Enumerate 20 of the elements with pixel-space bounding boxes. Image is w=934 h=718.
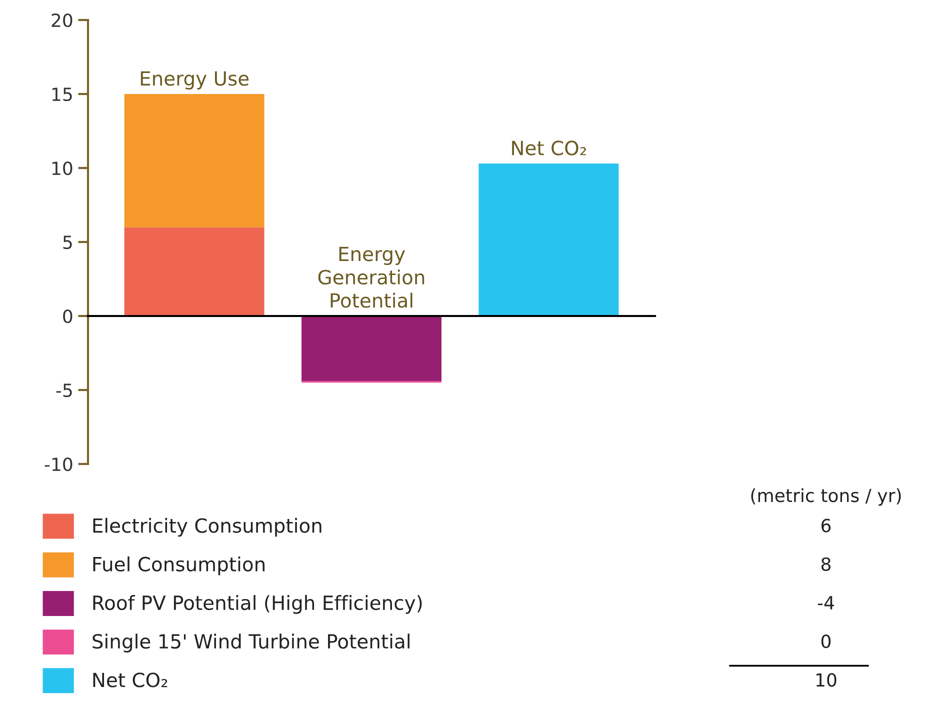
legend-label: Single 15' Wind Turbine Potential <box>92 634 410 652</box>
y-tick-label: 20 <box>52 13 72 28</box>
text: 0 <box>821 634 831 648</box>
legend-label: Fuel Consumption <box>93 556 265 576</box>
x-tick-label: Energy Use <box>140 71 249 90</box>
y-tick-label: -10 <box>44 457 72 472</box>
text: 8 <box>821 557 831 571</box>
y-tick-label: 10 <box>52 161 72 176</box>
legend-label: Roof PV Potential (High Efficiency) <box>93 595 422 614</box>
y-tick-label: 0 <box>63 309 72 324</box>
text: (metric tons / yr) <box>751 488 901 506</box>
legend-label: Electricity Consumption <box>93 518 322 537</box>
legend-label: Net CO₂ <box>93 672 168 688</box>
y-tick-label: 5 <box>63 236 72 250</box>
y-tick-label: -5 <box>56 384 72 398</box>
x-tick-label: Energy Generation Potential <box>318 246 424 308</box>
text: -4 <box>818 596 834 610</box>
y-tick-label: 15 <box>52 88 72 102</box>
text: 10 <box>816 673 836 687</box>
text: 6 <box>822 518 831 532</box>
